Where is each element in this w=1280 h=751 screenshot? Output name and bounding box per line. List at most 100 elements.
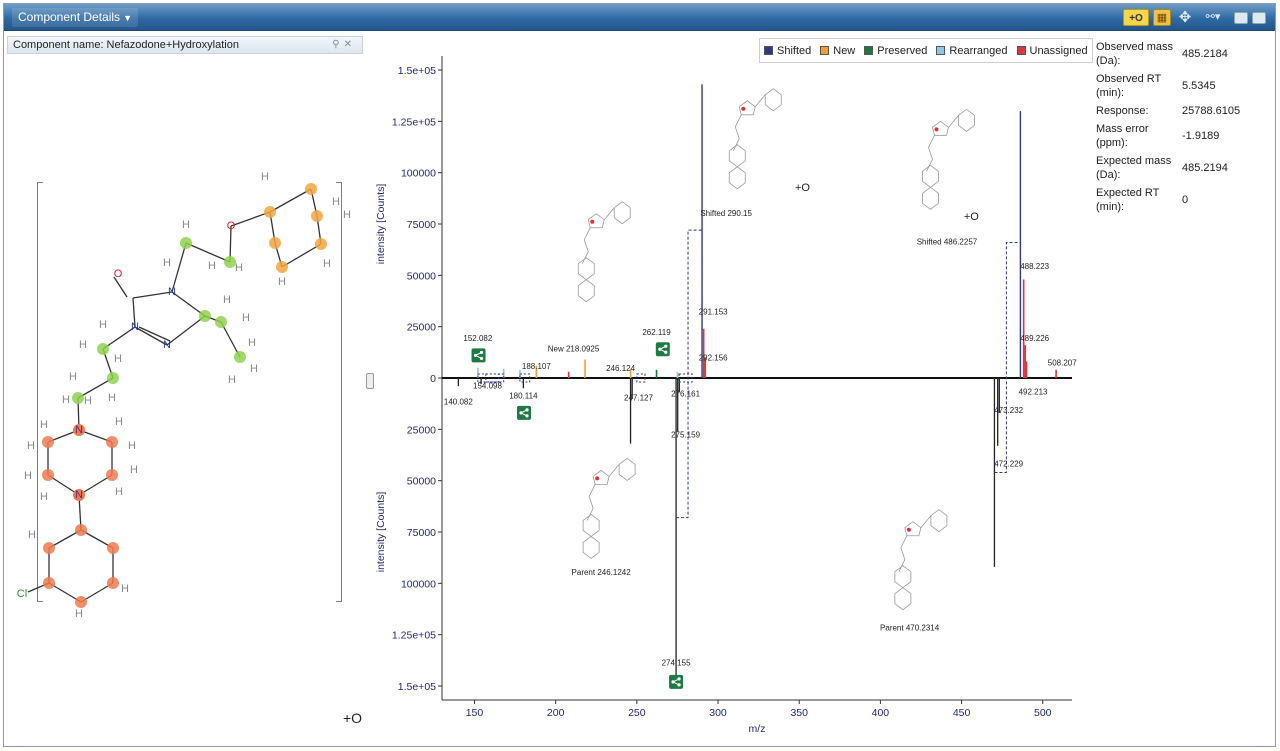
atom-highlight bbox=[224, 256, 236, 268]
bond bbox=[171, 242, 187, 293]
thumb-atom bbox=[595, 476, 600, 481]
property-label: Mass error (ppm): bbox=[1096, 123, 1149, 149]
grid-icon[interactable]: ▦ bbox=[1153, 9, 1171, 26]
thumb-ring bbox=[930, 509, 948, 533]
peak-annotation: 291.153 bbox=[699, 307, 728, 316]
share-icon[interactable] bbox=[471, 348, 486, 363]
y-tick-label: 100000 bbox=[401, 578, 436, 590]
atom-h: H bbox=[69, 371, 77, 383]
peak-annotation: New 218.0925 bbox=[548, 344, 600, 353]
atom-highlight bbox=[107, 372, 119, 384]
atom-n: N bbox=[168, 286, 176, 298]
legend-item-unassigned[interactable]: Unassigned bbox=[1016, 45, 1088, 57]
legend-item-shifted[interactable]: Shifted bbox=[764, 45, 811, 57]
atom-n: N bbox=[75, 424, 83, 436]
atom-h: H bbox=[79, 339, 87, 351]
share-icon[interactable] bbox=[655, 342, 670, 357]
atom-h: H bbox=[62, 394, 70, 406]
legend-label: Preserved bbox=[877, 44, 928, 57]
legend-swatch bbox=[820, 46, 830, 55]
thumb-ring bbox=[738, 100, 756, 116]
legend-item-new[interactable]: New bbox=[820, 45, 855, 57]
bond bbox=[132, 291, 173, 299]
share-icon-lines bbox=[671, 678, 680, 686]
move-icon[interactable]: ✥ bbox=[1178, 9, 1192, 26]
property-row: Expected RT (min): 0 bbox=[1096, 186, 1271, 214]
component-details-menu-button[interactable]: Component Details ▼ bbox=[12, 8, 138, 27]
fragment-link bbox=[519, 373, 531, 383]
bond bbox=[166, 315, 206, 346]
peak-annotation: Shifted 486.2257 bbox=[917, 238, 978, 247]
thumb-bond bbox=[898, 535, 908, 572]
property-label: Expected mass (Da): bbox=[1096, 155, 1172, 181]
atom-h: H bbox=[115, 486, 123, 498]
y-tick-label: 1.5e+05 bbox=[398, 65, 436, 77]
atom-h: H bbox=[40, 419, 48, 431]
thumb-bond bbox=[608, 464, 620, 477]
atom-h: H bbox=[114, 353, 122, 365]
peak-annotation: 488.223 bbox=[1020, 262, 1049, 271]
component-details-window: Component Details ▼ +O ▦ ✥ ⚯▾ bbox=[3, 3, 1276, 747]
y-axis-label-bottom: intensity [Counts] bbox=[375, 492, 387, 573]
y-tick-label: 50000 bbox=[407, 476, 436, 488]
y-tick-label: 50000 bbox=[407, 270, 436, 282]
plus-o-toggle-button[interactable]: +O bbox=[1123, 9, 1149, 26]
atom-highlight bbox=[106, 469, 118, 481]
thumb-ring bbox=[894, 587, 912, 611]
thumb-bond bbox=[581, 227, 591, 264]
share-icon-bg bbox=[471, 348, 486, 363]
legend-label: New bbox=[833, 44, 856, 57]
structure-bracket-left bbox=[37, 182, 43, 602]
legend-item-rearranged[interactable]: Rearranged bbox=[936, 45, 1008, 57]
peak-annotation: 492.213 bbox=[1019, 387, 1048, 396]
property-label: Response: bbox=[1096, 105, 1149, 117]
peak-annotation: 246.124 bbox=[606, 364, 635, 373]
property-label: Expected RT (min): bbox=[1096, 187, 1160, 213]
property-label: Observed mass (Da): bbox=[1096, 41, 1174, 67]
mirror-spectrum-chart: 1.5e+05 1.5e+05 1.25e+05 1.25e+05 100000 1000… bbox=[375, 56, 1077, 734]
component-name-header: Component name: Nefazodone+Hydroxylation… bbox=[7, 36, 363, 54]
legend-item-preserved[interactable]: Preserved bbox=[864, 45, 927, 57]
bond bbox=[185, 242, 231, 263]
link-icon[interactable]: ⚯▾ bbox=[1205, 11, 1221, 23]
atom-n: N bbox=[75, 489, 83, 501]
atom-h: H bbox=[278, 276, 286, 288]
atom-h: H bbox=[248, 337, 256, 349]
peak-annotation: Parent 470.2314 bbox=[880, 624, 940, 633]
atom-highlight bbox=[315, 238, 327, 250]
y-tick-label: 100000 bbox=[401, 168, 436, 180]
pin-icon[interactable]: ⚲ bbox=[332, 39, 344, 50]
property-value: 485.2184 bbox=[1182, 48, 1228, 60]
property-value: 5.5345 bbox=[1182, 80, 1216, 92]
properties-panel: Observed mass (Da): 485.2184 Observed RT (… bbox=[1096, 40, 1271, 218]
property-value: 0 bbox=[1182, 194, 1189, 206]
share-icon[interactable] bbox=[669, 674, 684, 689]
thumb-ring bbox=[577, 279, 595, 303]
minimize-icon[interactable] bbox=[1234, 12, 1248, 24]
modification-label: +O bbox=[964, 211, 979, 223]
window-title: Component Details bbox=[18, 10, 121, 24]
x-tick-label: 450 bbox=[953, 707, 971, 719]
peak-annotation: Parent 246.1242 bbox=[572, 568, 632, 577]
thumb-atom bbox=[741, 106, 746, 111]
legend-swatch bbox=[1016, 46, 1026, 55]
bond bbox=[230, 211, 271, 227]
maximize-icon[interactable] bbox=[1252, 12, 1266, 24]
atom-h: H bbox=[235, 262, 243, 274]
share-icon[interactable] bbox=[516, 405, 531, 420]
x-tick-label: 150 bbox=[466, 707, 484, 719]
atom-h: H bbox=[108, 392, 116, 404]
close-icon[interactable]: ✕ bbox=[343, 39, 356, 50]
atom-h: H bbox=[24, 470, 32, 482]
panel-splitter-handle[interactable] bbox=[366, 373, 374, 389]
peak-annotation: 489.226 bbox=[1020, 334, 1049, 343]
atom-h: H bbox=[250, 363, 258, 375]
legend-swatch bbox=[936, 46, 946, 55]
x-tick-label: 250 bbox=[628, 707, 646, 719]
bond bbox=[48, 582, 82, 603]
share-icon-bg bbox=[655, 342, 670, 357]
atom-n: N bbox=[131, 321, 139, 333]
y-tick-label: 1.25e+05 bbox=[392, 116, 436, 128]
atom-highlight bbox=[311, 210, 323, 222]
